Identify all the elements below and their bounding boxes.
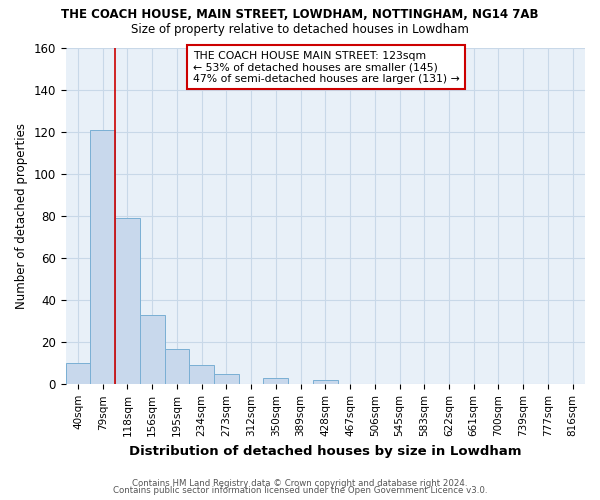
Bar — [263, 378, 288, 384]
Y-axis label: Number of detached properties: Number of detached properties — [15, 123, 28, 309]
X-axis label: Distribution of detached houses by size in Lowdham: Distribution of detached houses by size … — [129, 444, 521, 458]
Bar — [115, 218, 140, 384]
Bar — [190, 366, 214, 384]
Bar — [91, 130, 115, 384]
Bar — [164, 348, 190, 384]
Bar — [214, 374, 239, 384]
Text: THE COACH HOUSE, MAIN STREET, LOWDHAM, NOTTINGHAM, NG14 7AB: THE COACH HOUSE, MAIN STREET, LOWDHAM, N… — [61, 8, 539, 20]
Text: Contains HM Land Registry data © Crown copyright and database right 2024.: Contains HM Land Registry data © Crown c… — [132, 478, 468, 488]
Text: Contains public sector information licensed under the Open Government Licence v3: Contains public sector information licen… — [113, 486, 487, 495]
Text: Size of property relative to detached houses in Lowdham: Size of property relative to detached ho… — [131, 22, 469, 36]
Bar — [65, 364, 91, 384]
Text: THE COACH HOUSE MAIN STREET: 123sqm
← 53% of detached houses are smaller (145)
4: THE COACH HOUSE MAIN STREET: 123sqm ← 53… — [193, 51, 460, 84]
Bar — [313, 380, 338, 384]
Bar — [140, 315, 164, 384]
